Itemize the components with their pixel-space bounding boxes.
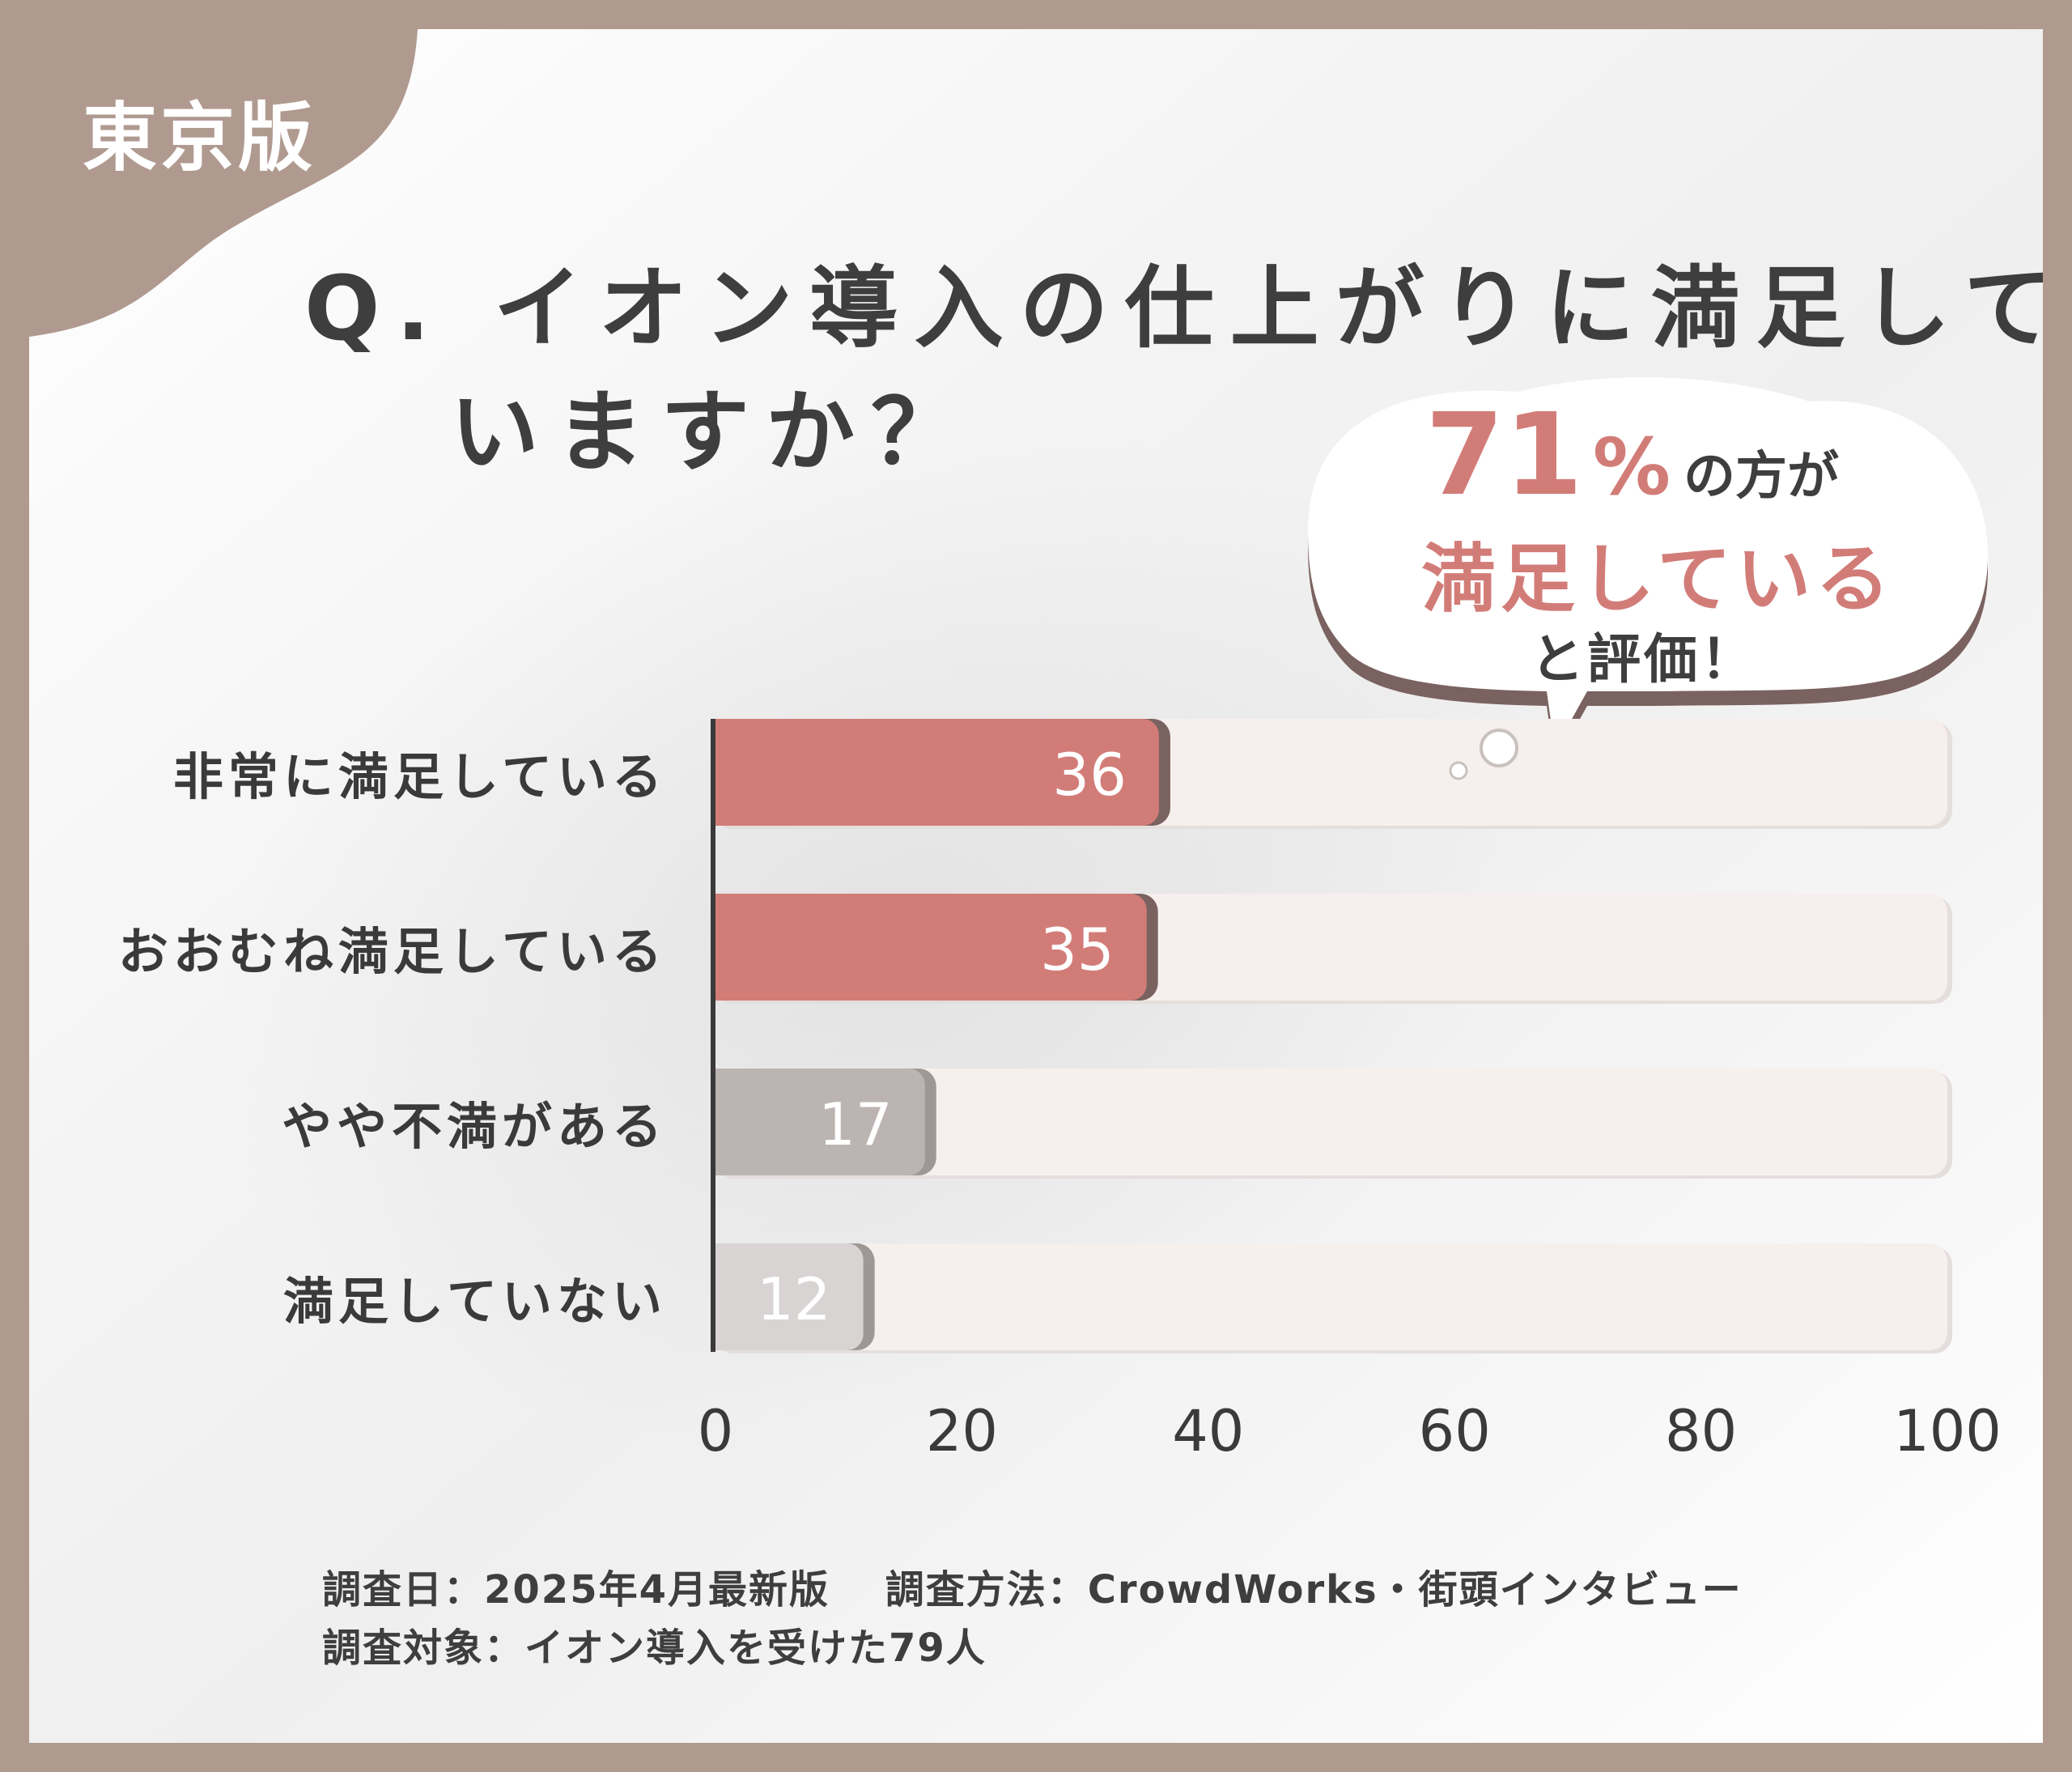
survey-info-line2: 調査対象：イオン導入を受けた79人 bbox=[322, 1625, 987, 1671]
callout-closing: と評価！ bbox=[1531, 628, 1757, 691]
question-title-line1: Q. イオン導入の仕上がりに満足して bbox=[304, 257, 2043, 360]
bar-left-edge bbox=[715, 1069, 740, 1175]
category-label: 非常に満足している bbox=[172, 747, 667, 806]
sparkle-dot bbox=[1449, 761, 1468, 780]
bar-chart: 36 35 17 12 0 20 40 60 80 100 bbox=[698, 719, 2002, 1464]
category-label: おおむね満足している bbox=[117, 922, 667, 981]
x-tick-label: 40 bbox=[1172, 1398, 1244, 1464]
bar-value-label: 17 bbox=[818, 1090, 893, 1158]
bar-track bbox=[715, 1069, 1947, 1175]
bar-left-edge bbox=[715, 894, 740, 1001]
corner-decoration bbox=[29, 29, 418, 337]
bar-track bbox=[715, 1243, 1947, 1350]
bar-value-label: 35 bbox=[1040, 916, 1115, 984]
speech-bubble bbox=[1308, 377, 1988, 764]
x-tick-label: 60 bbox=[1419, 1398, 1491, 1464]
callout-highlight: 満足している bbox=[1421, 536, 1896, 623]
x-tick-label: 0 bbox=[698, 1398, 734, 1464]
bar bbox=[715, 1069, 925, 1175]
callout-tail: の方が bbox=[1684, 447, 1840, 507]
category-label: やや不満がある bbox=[281, 1097, 667, 1156]
survey-info-line1: 調査日：2025年4月最新版 調査方法：CrowdWorks・街頭インタビュー bbox=[322, 1567, 1743, 1613]
y-axis-line bbox=[711, 719, 715, 1352]
callout-percent: % bbox=[1592, 422, 1671, 512]
bar bbox=[715, 894, 1147, 1001]
x-tick-label: 20 bbox=[926, 1398, 998, 1464]
callout-number: 71 bbox=[1425, 389, 1583, 521]
bar-left-edge bbox=[715, 719, 740, 826]
edition-badge: 東京版 bbox=[83, 95, 316, 181]
category-label: 満足していない bbox=[282, 1272, 667, 1331]
infographic-card: 東京版 Q. イオン導入の仕上がりに満足して いますか？ 71% の方が 満足して… bbox=[29, 29, 2043, 1743]
sparkle-dot bbox=[1480, 729, 1518, 767]
x-tick-label: 80 bbox=[1665, 1398, 1737, 1464]
bar-value-label: 36 bbox=[1052, 741, 1127, 809]
bar bbox=[715, 719, 1159, 826]
bar-left-edge bbox=[715, 1243, 740, 1350]
x-tick-label: 100 bbox=[1893, 1398, 2002, 1464]
callout-headline: 71% の方が bbox=[1425, 389, 1839, 521]
question-title-line2: いますか？ bbox=[450, 380, 976, 484]
bar-value-label: 12 bbox=[757, 1265, 831, 1333]
bar bbox=[715, 1243, 864, 1350]
